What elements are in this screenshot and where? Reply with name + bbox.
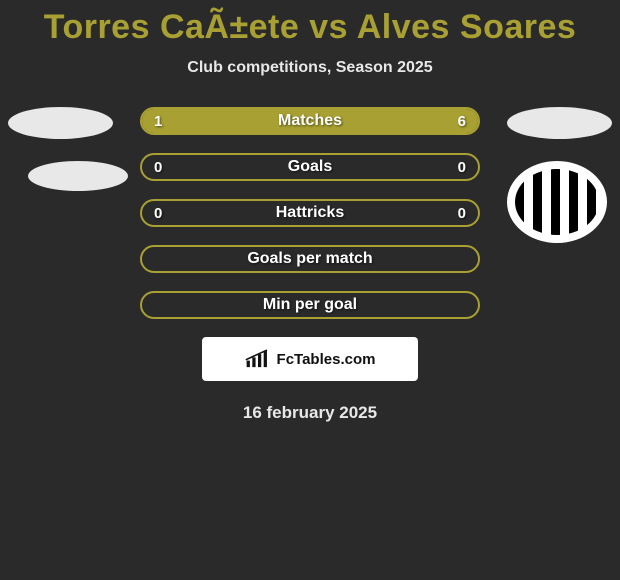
page-title: Torres CaÃ±ete vs Alves Soares (0, 0, 620, 47)
stat-value-right: 6 (458, 109, 466, 133)
stat-row: Min per goal (140, 291, 480, 319)
subtitle: Club competitions, Season 2025 (0, 59, 620, 77)
stat-row: Goals0 0 (140, 153, 480, 181)
attribution-text: FcTables.com (277, 351, 376, 368)
stat-value-right: 0 (458, 155, 466, 179)
stat-label: Goals per match (142, 247, 478, 271)
stat-row: Matches1 6 (140, 107, 480, 135)
stat-label: Hattricks (142, 201, 478, 225)
badge-ellipse (28, 161, 128, 191)
stat-label: Matches (142, 109, 478, 133)
stat-value-left: 1 (154, 109, 162, 133)
stat-value-left: 0 (154, 201, 162, 225)
attribution: FcTables.com (202, 337, 418, 381)
bar-chart-icon (245, 349, 271, 369)
club-badge (507, 161, 607, 243)
stat-row: Goals per match (140, 245, 480, 273)
stat-label: Goals (142, 155, 478, 179)
stat-value-left: 0 (154, 155, 162, 179)
date: 16 february 2025 (0, 403, 620, 423)
player-right-badges (507, 107, 612, 243)
stat-rows: Matches16Goals00Hattricks00Goals per mat… (140, 107, 480, 319)
badge-ellipse (8, 107, 113, 139)
badge-ellipse (507, 107, 612, 139)
comparison-panel: Matches16Goals00Hattricks00Goals per mat… (0, 107, 620, 423)
player-left-badges (8, 107, 128, 191)
stat-value-right: 0 (458, 201, 466, 225)
stat-row: Hattricks0 0 (140, 199, 480, 227)
stat-label: Min per goal (142, 293, 478, 317)
